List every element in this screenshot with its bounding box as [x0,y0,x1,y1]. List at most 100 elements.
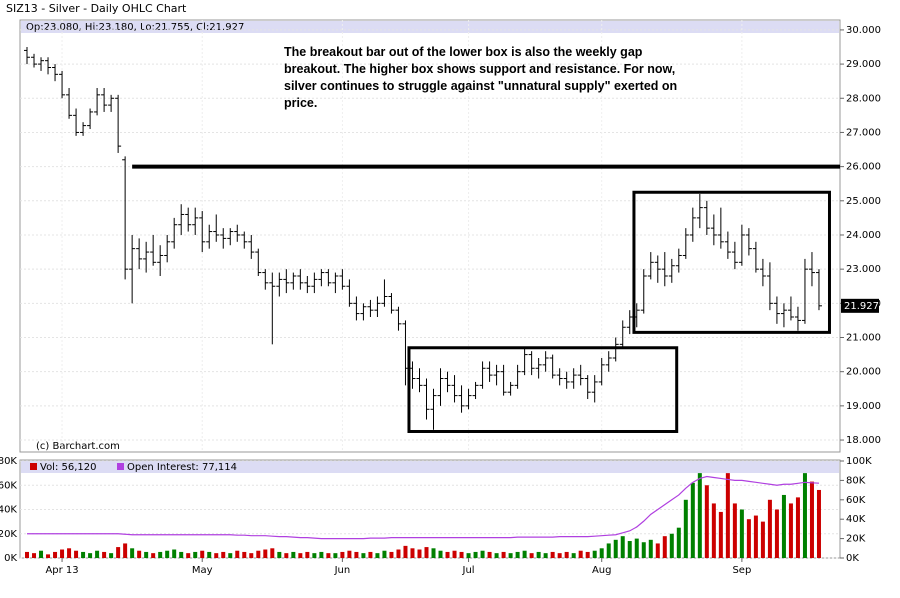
volume-bar [543,553,548,558]
volume-bar [207,551,212,558]
volume-bar [662,536,667,558]
volume-bar [746,519,751,558]
volume-bar [620,536,625,558]
volume-bar [704,485,709,558]
volume-bar [25,551,30,558]
volume-bar [739,509,744,558]
volume-bar [641,542,646,558]
volume-bar [515,551,520,558]
last-price: 21.927 [844,301,879,312]
volume-bar [564,551,569,558]
y-tick-label: 26.000 [846,162,881,173]
volume-bar [459,551,464,558]
volume-bar [354,551,359,558]
volume-bar [445,551,450,558]
volume-bar [389,551,394,558]
volume-bar [718,511,723,558]
volume-bar [732,503,737,558]
volume-bar [403,545,408,558]
y-tick-label: 27.000 [846,127,881,138]
volume-bar [669,533,674,558]
y-tick-label: 80K [0,456,17,467]
volume-bar [613,539,618,558]
volume-bar [529,553,534,558]
volume-bar [242,551,247,558]
volume-bar [333,553,338,558]
y2-tick-label: 20K [846,534,866,545]
volume-bar [74,550,79,558]
volume-bar [172,549,177,558]
y-tick-label: 60K [0,480,17,491]
volume-bar [249,553,254,558]
volume-bar [319,551,324,558]
volume-bar [291,551,296,558]
legend-label: Open Interest: 77,114 [127,462,237,473]
volume-bar [88,553,93,558]
volume-bar [578,550,583,558]
volume-bar [606,543,611,558]
y-tick-label: 30.000 [846,25,881,36]
volume-bar [753,515,758,558]
volume-bar [102,551,107,558]
volume-bar [60,549,65,558]
y-tick-label: 20.000 [846,367,881,378]
volume-bar [599,548,604,558]
y-tick-label: 25.000 [846,196,881,207]
volume-bar [256,550,261,558]
volume-bar [109,553,114,558]
volume-bar [725,473,730,558]
volume-bar [375,553,380,558]
y-tick-label: 21.000 [846,333,881,344]
volume-bar [193,551,198,558]
volume-bar [627,541,632,558]
volume-bar [816,489,821,558]
volume-bar [655,543,660,558]
y-tick-label: 28.000 [846,93,881,104]
volume-bar [347,550,352,558]
volume-bar [123,543,128,558]
volume-bar [788,503,793,558]
y-tick-label: 40K [0,505,17,516]
volume-bar [130,548,135,558]
volume-bar [284,553,289,558]
volume-bar [340,551,345,558]
y2-tick-label: 100K [846,456,872,467]
volume-bar [480,550,485,558]
volume-bar [501,551,506,558]
volume-bar [487,551,492,558]
volume-bar [396,549,401,558]
volume-bar [368,551,373,558]
info: Op:23.080, Hi:23.180, Lo:21.755, Cl:21.9… [26,22,244,33]
volume-bar [711,503,716,558]
open-interest-line [27,475,820,540]
volume-bar [263,549,268,558]
volume-bar [137,550,142,558]
volume-bar [235,550,240,558]
volume-bar [774,509,779,558]
info-bar [21,461,839,473]
box [632,190,831,334]
volume-bar [53,551,58,558]
y-tick-label: 29.000 [846,59,881,70]
volume-bar [116,547,121,558]
volume-bar [32,553,37,558]
volume-bar [508,553,513,558]
volume-bar [382,550,387,558]
volume-bar [676,527,681,558]
volume-bar [200,550,205,558]
volume-bar [186,553,191,558]
volume-bar [781,494,786,558]
volume-bar [550,551,555,558]
annotation: The breakout bar out of the lower box is… [284,45,678,110]
volume-bar [361,553,366,558]
volume-bar [802,473,807,558]
volume-bar [767,499,772,558]
y2-tick-label: 40K [846,514,866,525]
volume-bar [151,553,156,558]
volume-bar [39,550,44,558]
volume-bar [410,548,415,558]
y-tick-label: 20K [0,529,17,540]
y-tick-label: 23.000 [846,264,881,275]
volume-bar [214,553,219,558]
